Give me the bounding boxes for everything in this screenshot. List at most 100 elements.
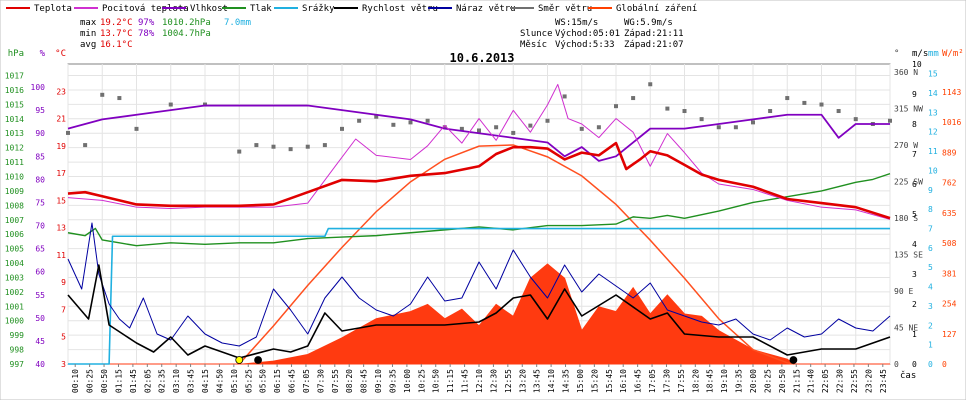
- pressure-axis-tick: 1011: [5, 158, 24, 167]
- pressure-axis-tick: 1016: [5, 86, 24, 95]
- windspeed-axis-tick: 10: [912, 60, 922, 69]
- x-tick-label: 20:25: [763, 369, 772, 393]
- stat-min-temp: 13.7°C: [100, 29, 133, 39]
- stat-max-press: 1010.2hPa: [162, 18, 211, 28]
- stat-wg: WG:5.9m/s: [624, 18, 673, 28]
- stat-moonset: Západ:21:07: [624, 40, 684, 50]
- x-tick-label: 03:45: [187, 369, 196, 393]
- humidity-axis-tick: 65: [35, 245, 45, 254]
- windspeed-axis-tick: 0: [912, 360, 917, 369]
- pressure-axis-tick: 1017: [5, 72, 24, 81]
- winddir-point: [408, 120, 413, 125]
- stat-sun-label: Slunce: [520, 29, 553, 39]
- x-tick-label: 19:35: [735, 369, 744, 393]
- x-tick-label: 17:30: [662, 369, 671, 393]
- x-tick-label: 13:20: [518, 369, 527, 393]
- x-tick-label: 00:10: [71, 369, 80, 393]
- marker-moonrise: [254, 356, 262, 364]
- winddir-point: [648, 82, 653, 87]
- rain-axis-tick: 2: [928, 321, 933, 330]
- temp-axis-tick: 11: [56, 251, 66, 260]
- stat-avg-label: avg: [80, 40, 96, 50]
- rain-axis-tick: 10: [928, 166, 938, 175]
- x-tick-label: 11:45: [461, 369, 470, 393]
- winddir-point: [494, 125, 499, 130]
- humidity-axis-tick: 40: [35, 360, 45, 369]
- winddir-axis-tick: 270 W: [894, 141, 918, 150]
- rain-axis-tick: 6: [928, 244, 933, 253]
- winddir-point: [100, 92, 105, 97]
- winddir-point: [254, 143, 259, 148]
- x-tick-label: 20:00: [749, 369, 758, 393]
- x-tick-label: 03:10: [172, 369, 181, 393]
- stat-sunrise: Východ:05:01: [555, 29, 620, 39]
- rain-axis-tick: 15: [928, 70, 938, 79]
- winddir-point: [134, 126, 139, 131]
- winddir-point: [203, 102, 207, 107]
- legend-label-5: Rychlost větru: [362, 4, 438, 14]
- windspeed-axis-tick: 8: [912, 120, 917, 129]
- humidity-axis-tick: 45: [35, 337, 45, 346]
- humidity-axis-tick: 80: [35, 175, 45, 184]
- winddir-point: [425, 118, 430, 123]
- x-tick-label: 22:55: [850, 369, 859, 393]
- humidity-axis-tick: 50: [35, 314, 45, 323]
- winddir-axis-tick: 180 S: [894, 214, 918, 223]
- x-tick-label: 11:15: [446, 369, 455, 393]
- winddir-point: [83, 143, 88, 148]
- x-tick-label: 05:50: [259, 369, 268, 393]
- winddir-point: [545, 118, 550, 123]
- radiation-axis-tick: 889: [942, 148, 957, 157]
- x-tick-label: 18:45: [706, 369, 715, 393]
- pressure-axis-tick: 1015: [5, 100, 24, 109]
- pressure-axis-tick: 1008: [5, 201, 24, 210]
- winddir-point: [391, 122, 396, 127]
- x-tick-label: 15:45: [605, 369, 614, 393]
- rain-axis-tick: 3: [928, 302, 933, 311]
- radiation-axis-unit: W/m²: [942, 49, 964, 59]
- winddir-point: [66, 130, 70, 135]
- stat-sunset: Západ:21:11: [624, 29, 684, 39]
- x-tick-label: 22:05: [821, 369, 830, 393]
- pressure-axis-tick: 1012: [5, 144, 24, 153]
- winddir-point: [768, 109, 773, 114]
- x-tick-label: 16:10: [619, 369, 628, 393]
- series-tlak: [67, 172, 891, 247]
- stat-moon-label: Měsíc: [520, 40, 547, 50]
- stat-max-rain: 7.0mm: [224, 18, 251, 28]
- x-tick-label: 06:45: [288, 369, 297, 393]
- x-tick-label: 17:55: [677, 369, 686, 393]
- pressure-axis-tick: 1013: [5, 129, 24, 138]
- x-tick-label: 12:10: [475, 369, 484, 393]
- radiation-axis-tick: 127: [942, 330, 957, 339]
- rain-axis-tick: 9: [928, 186, 933, 195]
- humidity-axis-tick: 85: [35, 152, 45, 161]
- humidity-axis-tick: 90: [35, 129, 45, 138]
- pressure-axis-tick: 1009: [5, 187, 24, 196]
- pressure-axis-tick: 999: [10, 331, 25, 340]
- legend-label-0: Teplota: [34, 4, 72, 14]
- winddir-point: [374, 114, 379, 119]
- temp-axis-tick: 13: [56, 224, 66, 233]
- x-tick-label: 17:05: [648, 369, 657, 393]
- radiation-axis-tick: 254: [942, 300, 957, 309]
- winddir-point: [322, 143, 327, 148]
- humidity-axis-unit: %: [40, 49, 46, 59]
- winddir-point: [340, 126, 344, 131]
- winddir-point: [562, 94, 567, 99]
- winddir-axis-tick: 360 N: [894, 68, 918, 77]
- pressure-axis-tick: 1004: [5, 259, 24, 268]
- winddir-point: [459, 126, 464, 131]
- stat-max-label: max: [80, 18, 97, 28]
- x-tick-label: 09:10: [374, 369, 383, 393]
- series-naraz-vetru: [67, 222, 891, 347]
- series-globalni-zareni: [68, 263, 890, 365]
- winddir-point: [733, 125, 738, 130]
- plot-area: [66, 82, 892, 365]
- winddir-point: [785, 96, 790, 101]
- rain-axis-tick: 8: [928, 205, 933, 214]
- windspeed-axis-unit: m/s: [912, 49, 928, 59]
- temp-axis-tick: 23: [56, 87, 66, 96]
- windspeed-axis-tick: 4: [912, 240, 917, 249]
- windspeed-axis-tick: 1: [912, 330, 917, 339]
